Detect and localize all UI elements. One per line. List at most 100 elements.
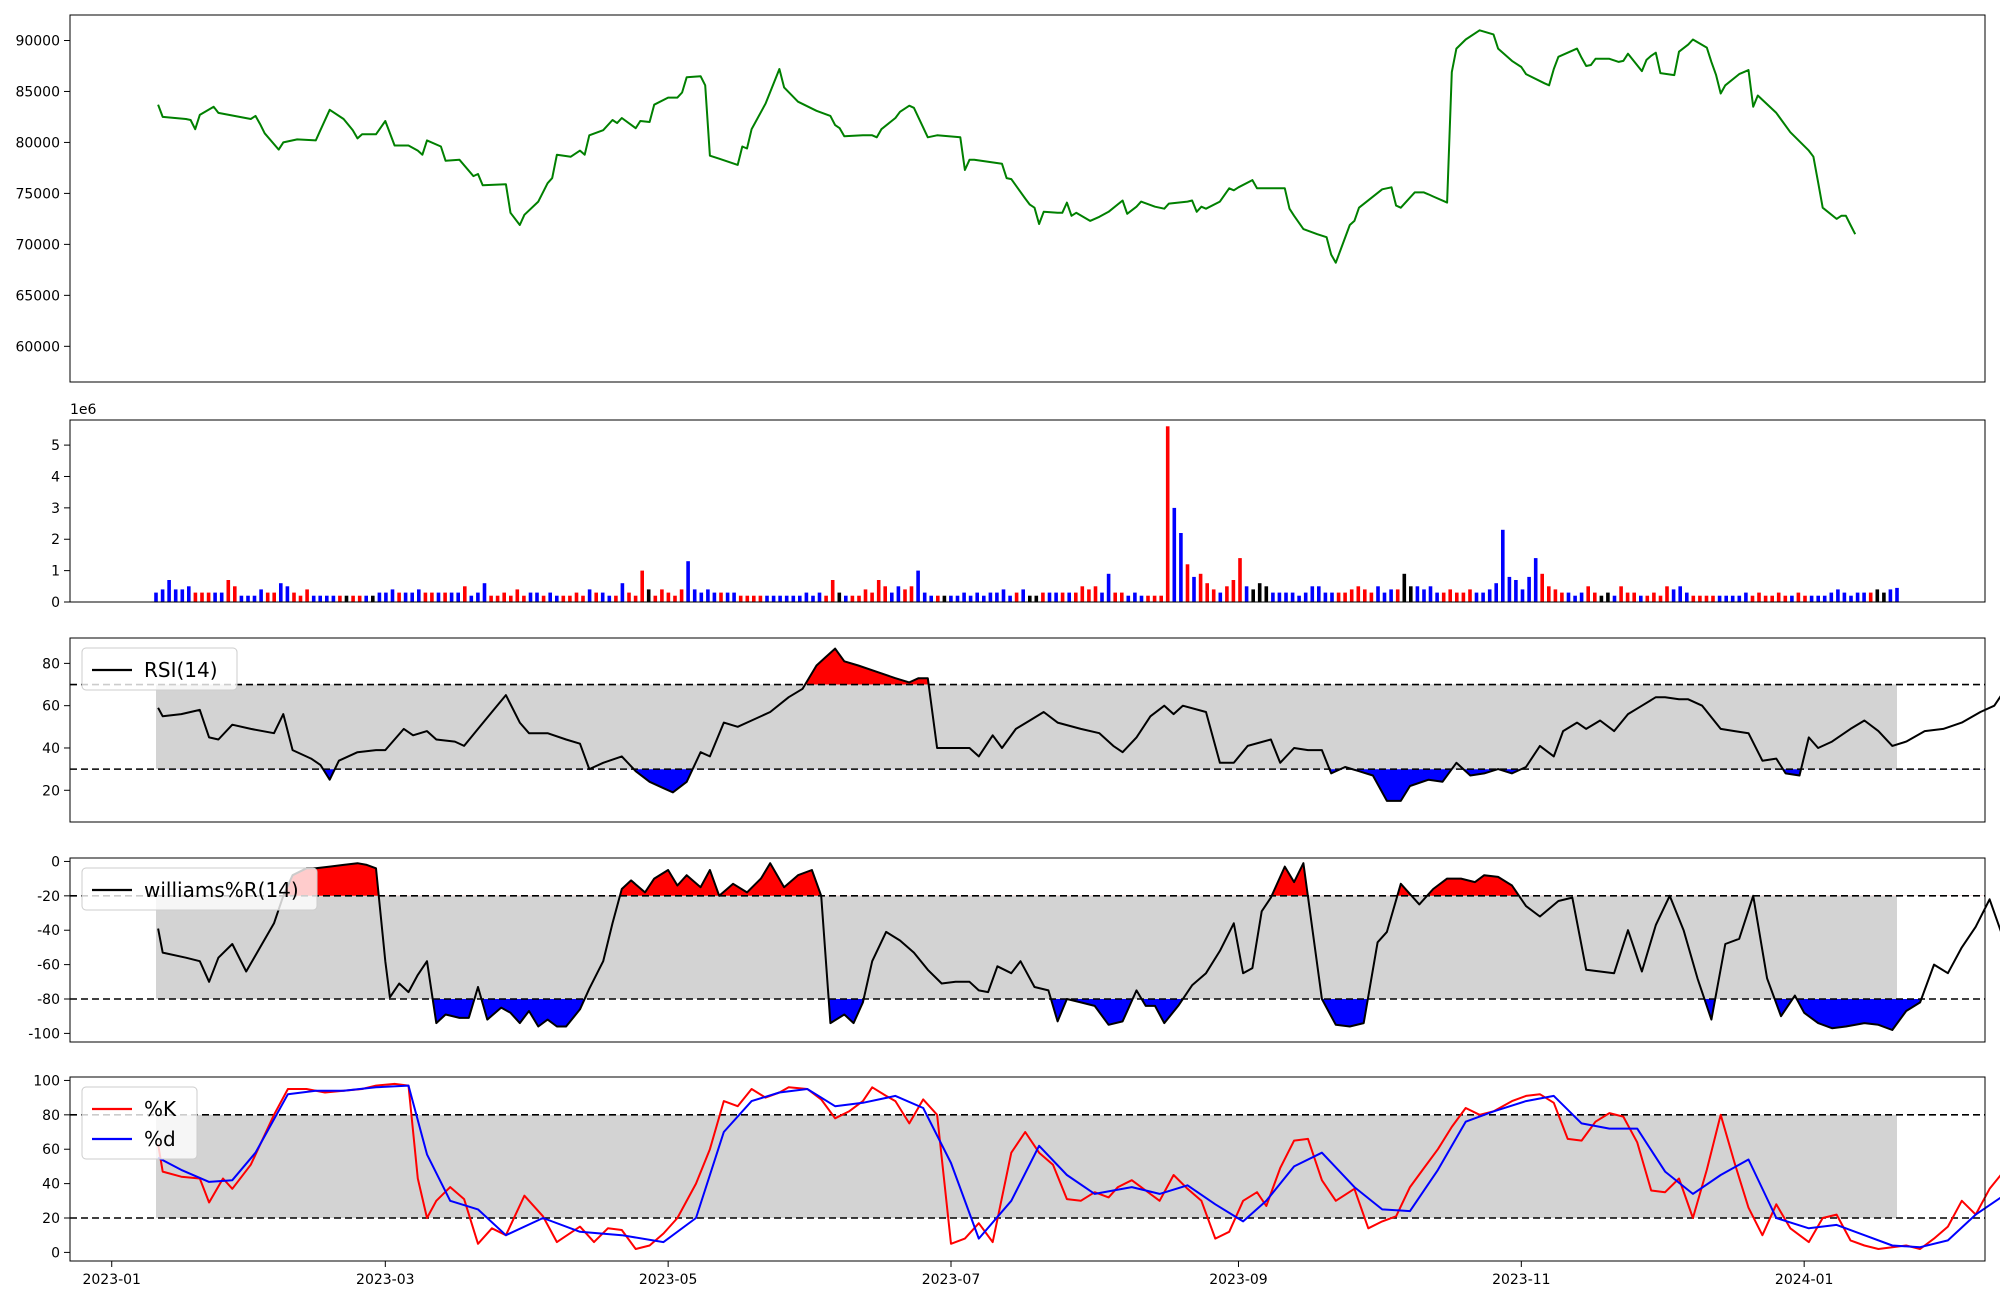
- volume-bar: [272, 592, 276, 602]
- volume-bar: [1868, 592, 1873, 602]
- volume-bar: [686, 561, 690, 602]
- panel-0-ytick-label: 85000: [15, 84, 60, 100]
- volume-bar: [1034, 595, 1039, 602]
- panel-0-ytick-label: 65000: [15, 288, 60, 304]
- panel-2-ytick-label: 80: [42, 656, 60, 672]
- volume-bar: [1323, 592, 1328, 602]
- volume-bar: [1527, 576, 1531, 602]
- panel-3-series-0-line: [157, 862, 2000, 1031]
- panel-3-band: [156, 895, 1897, 1000]
- legend-box: [81, 647, 238, 691]
- legend-label: williams%R(14): [144, 878, 299, 902]
- volume-bar: [1376, 586, 1380, 602]
- volume-bar: [1533, 558, 1538, 602]
- volume-bar: [1133, 592, 1137, 602]
- volume-bar: [1836, 589, 1840, 602]
- volume-bar: [909, 586, 914, 602]
- volume-bar: [916, 570, 920, 602]
- volume-bar: [456, 592, 460, 602]
- volume-bar: [660, 589, 664, 602]
- volume-bar: [371, 595, 375, 602]
- volume-bar: [1172, 507, 1177, 602]
- panel-2-oversold-fill: [323, 769, 1802, 801]
- volume-bar: [1139, 595, 1144, 602]
- volume-bar: [1691, 595, 1696, 602]
- volume-bar: [259, 589, 263, 602]
- volume-bar: [633, 595, 638, 602]
- volume-bar: [811, 595, 815, 602]
- volume-bar: [1652, 592, 1656, 602]
- volume-bar: [1645, 595, 1650, 602]
- volume-bar: [482, 583, 487, 602]
- volume-bar: [1211, 589, 1216, 602]
- volume-bar: [1593, 592, 1597, 602]
- volume-bar: [1895, 587, 1899, 602]
- volume-bar: [154, 592, 158, 602]
- volume-bar: [1730, 595, 1735, 602]
- volume-bar: [1192, 576, 1196, 602]
- volume-bar: [489, 595, 493, 602]
- volume-bar: [1422, 589, 1426, 602]
- volume-bar: [1363, 589, 1367, 602]
- volume-bar: [1455, 592, 1459, 602]
- panel-3-overbought-fill: [283, 863, 1754, 896]
- volume-bar: [449, 592, 454, 602]
- panel-1-ytick-label: 3: [51, 501, 60, 517]
- volume-bar: [804, 592, 809, 602]
- panel-1-ytick-label: 0: [51, 595, 60, 611]
- volume-bar: [870, 592, 874, 602]
- volume-bar: [732, 592, 736, 602]
- volume-bar: [883, 586, 887, 602]
- volume-bar: [1790, 595, 1794, 602]
- panel-3-ytick-label: -40: [37, 923, 60, 939]
- volume-bar: [1165, 426, 1170, 602]
- panel-3-ytick-label: -20: [37, 889, 60, 905]
- panel-4-ytick-label: 20: [42, 1211, 60, 1227]
- volume-bar: [1251, 589, 1255, 602]
- volume-bar: [252, 595, 257, 602]
- panel-3-ytick-label: -80: [37, 992, 60, 1008]
- volume-bar: [397, 592, 401, 602]
- volume-bar: [377, 592, 382, 602]
- volume-bar: [384, 592, 388, 602]
- volume-bar: [1704, 595, 1709, 602]
- panel-2-ytick-label: 20: [42, 783, 60, 799]
- volume-bar: [528, 592, 533, 602]
- panel-1-ytick-label: 4: [51, 469, 60, 485]
- volume-bar: [1579, 592, 1584, 602]
- volume-bar: [1520, 589, 1525, 602]
- volume-bar: [495, 595, 500, 602]
- volume-bar: [1310, 586, 1315, 602]
- volume-bar: [285, 586, 290, 602]
- volume-bar: [1146, 595, 1150, 602]
- volume-bar: [469, 595, 474, 602]
- volume-bar: [1415, 586, 1420, 602]
- volume-bar: [765, 595, 769, 602]
- volume-bar: [1028, 595, 1032, 602]
- volume-bar: [1231, 580, 1236, 602]
- panel-0-ytick-label: 60000: [15, 339, 60, 355]
- volume-bar: [929, 595, 933, 602]
- panel-0-ytick-label: 90000: [15, 33, 60, 49]
- volume-bar: [982, 595, 986, 602]
- xtick-label: 2023-05: [639, 1272, 698, 1288]
- volume-bar: [1106, 573, 1111, 602]
- volume-bar: [206, 592, 211, 602]
- volume-bar: [1658, 595, 1663, 602]
- volume-bar: [1001, 589, 1006, 602]
- volume-bar: [1014, 592, 1019, 602]
- panel-4-ytick-label: 40: [42, 1177, 60, 1193]
- volume-bar: [522, 595, 526, 602]
- volume-bar: [1757, 592, 1761, 602]
- volume-bar: [574, 592, 579, 602]
- volume-bar: [988, 592, 993, 602]
- volume-bar: [896, 586, 901, 602]
- volume-bar: [1711, 595, 1715, 602]
- volume-bar: [298, 595, 303, 602]
- panel-3-legend: williams%R(14): [81, 867, 318, 911]
- volume-bar: [1349, 589, 1354, 602]
- volume-bar: [1198, 573, 1203, 602]
- volume-bar: [1041, 592, 1045, 602]
- volume-bar: [1770, 595, 1774, 602]
